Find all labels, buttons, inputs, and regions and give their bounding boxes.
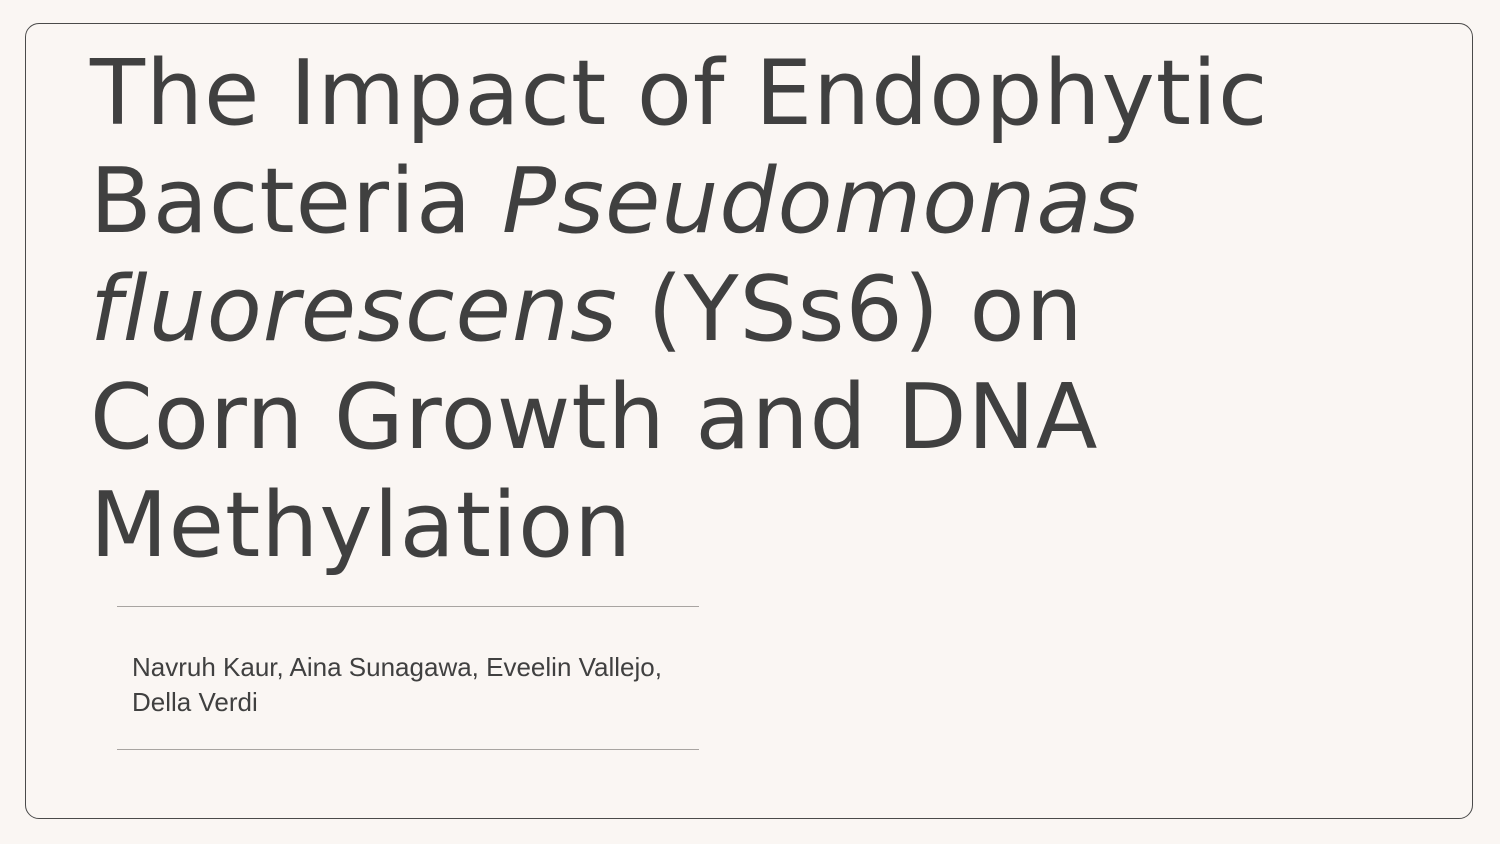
title-line-2: Bacteria Pseudomonas bbox=[90, 148, 1430, 256]
title-line-3: fluorescens (YSs6) on bbox=[90, 256, 1430, 364]
title-text-strain: (YSs6) on bbox=[617, 257, 1084, 362]
title-line-5: Methylation bbox=[90, 473, 633, 578]
title-line-4: Corn Growth and DNA bbox=[90, 365, 1099, 470]
title-text-bacteria: Bacteria bbox=[90, 149, 502, 254]
title-genus-italic: Pseudomonas bbox=[501, 149, 1141, 254]
divider-top bbox=[117, 606, 699, 607]
title-species-italic: fluorescens bbox=[90, 257, 618, 362]
author-list: Navruh Kaur, Aina Sunagawa, Eveelin Vall… bbox=[132, 652, 662, 717]
title-line-1: The Impact of Endophytic bbox=[90, 41, 1269, 146]
slide-title: The Impact of Endophytic Bacteria Pseudo… bbox=[90, 40, 1430, 580]
slide-frame bbox=[25, 23, 1473, 819]
divider-bottom bbox=[117, 749, 699, 750]
